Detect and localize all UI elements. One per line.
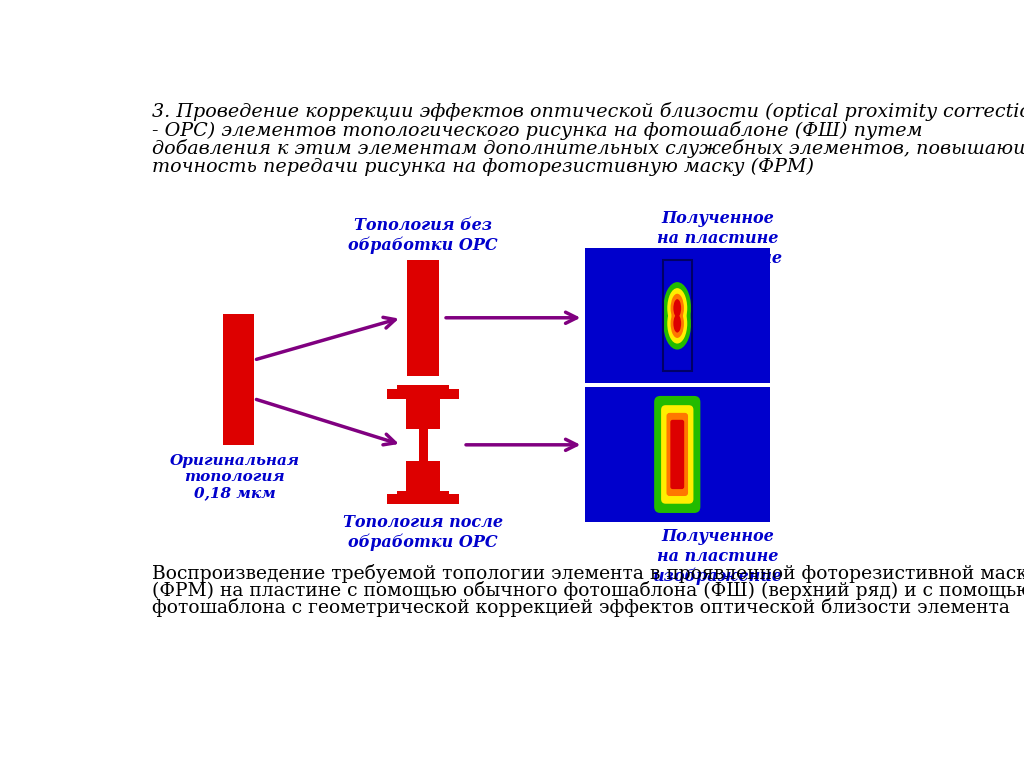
FancyBboxPatch shape: [654, 396, 700, 513]
Text: Топология после
обработки ОРС: Топология после обработки ОРС: [343, 514, 503, 551]
Ellipse shape: [671, 293, 684, 323]
Bar: [428, 429, 440, 461]
Bar: [387, 495, 397, 505]
Text: (ФРМ) на пластине с помощью обычного фотошаблона (ФШ) (верхний ряд) и с помощью: (ФРМ) на пластине с помощью обычного фот…: [153, 581, 1024, 600]
Ellipse shape: [664, 297, 691, 349]
Bar: [663, 260, 692, 371]
Ellipse shape: [668, 288, 687, 328]
Text: Полученное
на пластине
изображение: Полученное на пластине изображение: [653, 528, 783, 584]
FancyBboxPatch shape: [662, 406, 693, 504]
Ellipse shape: [674, 299, 681, 317]
Text: точность передачи рисунка на фоторезистивную маску (ФРМ): точность передачи рисунка на фоторезисти…: [153, 157, 814, 176]
Text: Оригинальная
топология
0,18 мкм: Оригинальная топология 0,18 мкм: [170, 454, 299, 501]
Bar: [407, 385, 440, 505]
Ellipse shape: [664, 282, 691, 334]
Bar: [407, 429, 419, 461]
Bar: [585, 249, 770, 383]
Ellipse shape: [674, 315, 681, 333]
Text: - OPC) элементов топологического рисунка на фотошаблоне (ФШ) путем: - OPC) элементов топологического рисунка…: [153, 121, 923, 140]
Text: Воспроизведение требуемой топологии элемента в проявленной фоторезистивной маске: Воспроизведение требуемой топологии элем…: [153, 564, 1024, 583]
Bar: [450, 495, 460, 505]
Text: Топология без
обработки ОРС: Топология без обработки ОРС: [348, 217, 498, 254]
Bar: [585, 387, 770, 521]
Bar: [387, 389, 397, 399]
Bar: [407, 260, 439, 376]
Text: фотошаблона с геометрической коррекцией эффектов оптической близости элемента: фотошаблона с геометрической коррекцией …: [153, 598, 1010, 617]
FancyBboxPatch shape: [667, 413, 688, 496]
Text: Полученное
на пластине
изображение: Полученное на пластине изображение: [653, 210, 783, 266]
Bar: [450, 389, 460, 399]
Bar: [397, 491, 450, 505]
Text: 3. Проведение коррекции эффектов оптической близости (optical proximity correcti: 3. Проведение коррекции эффектов оптичес…: [153, 102, 1024, 121]
FancyBboxPatch shape: [671, 420, 684, 489]
Ellipse shape: [671, 310, 684, 338]
Bar: [223, 314, 254, 445]
Ellipse shape: [668, 303, 687, 343]
Bar: [397, 385, 450, 399]
Text: добавления к этим элементам дополнительных служебных элементов, повышающих: добавления к этим элементам дополнительн…: [153, 139, 1024, 158]
